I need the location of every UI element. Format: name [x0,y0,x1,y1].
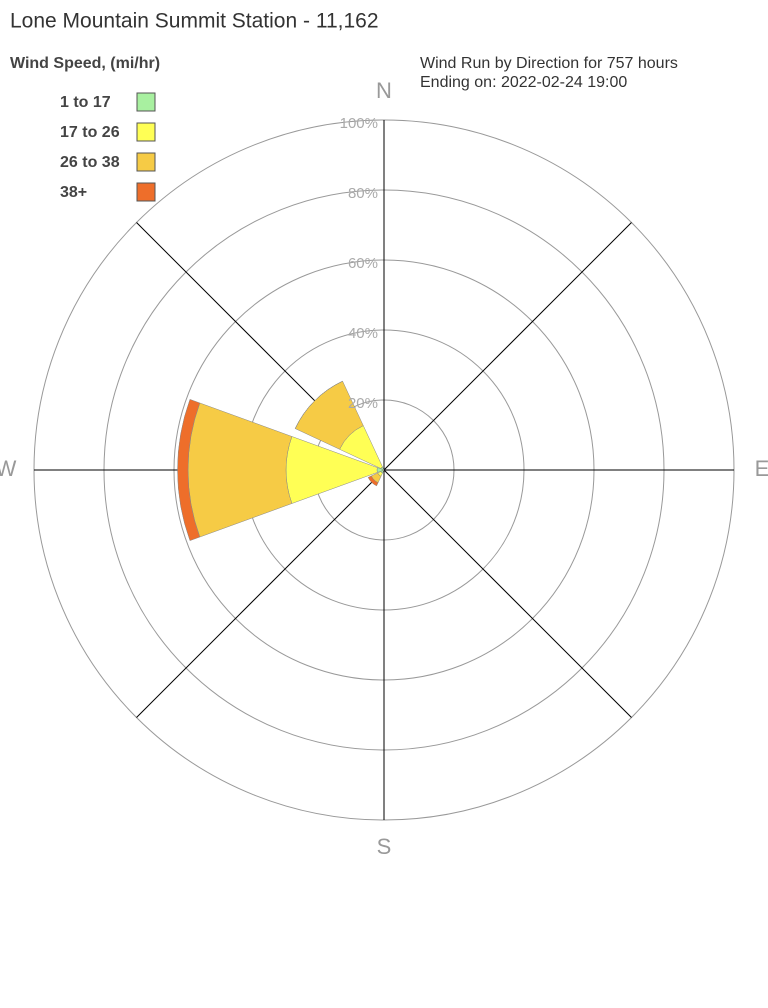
legend-swatch [136,92,156,112]
r-tick-label: 20% [348,395,378,412]
legend-label: 26 to 38 [60,154,120,171]
legend-swatch [136,182,156,202]
r-tick-label: 40% [348,325,378,342]
direction-label: E [755,456,768,481]
subtitle: Wind Run by Direction for 757 hours [420,55,678,72]
legend-swatch [136,122,156,142]
r-tick-label: 60% [348,255,378,272]
legend-label: 17 to 26 [60,124,120,141]
legend-swatch [136,152,156,172]
wind-segment [187,402,293,538]
wind-segment [294,380,343,429]
direction-label: W [0,456,17,481]
direction-label: N [376,78,392,103]
wind-segment [177,399,201,541]
chart-title: Lone Mountain Summit Station - 11,162 [10,10,379,33]
legend-label: 38+ [60,184,87,201]
legend-title: Wind Speed, (mi/hr) [10,55,160,72]
subtitle: Ending on: 2022-02-24 19:00 [420,74,627,91]
r-tick-label: 80% [348,185,378,202]
direction-label: S [377,834,392,859]
wind-segment [367,475,379,487]
legend-label: 1 to 17 [60,94,111,111]
r-tick-label: 100% [340,115,378,132]
